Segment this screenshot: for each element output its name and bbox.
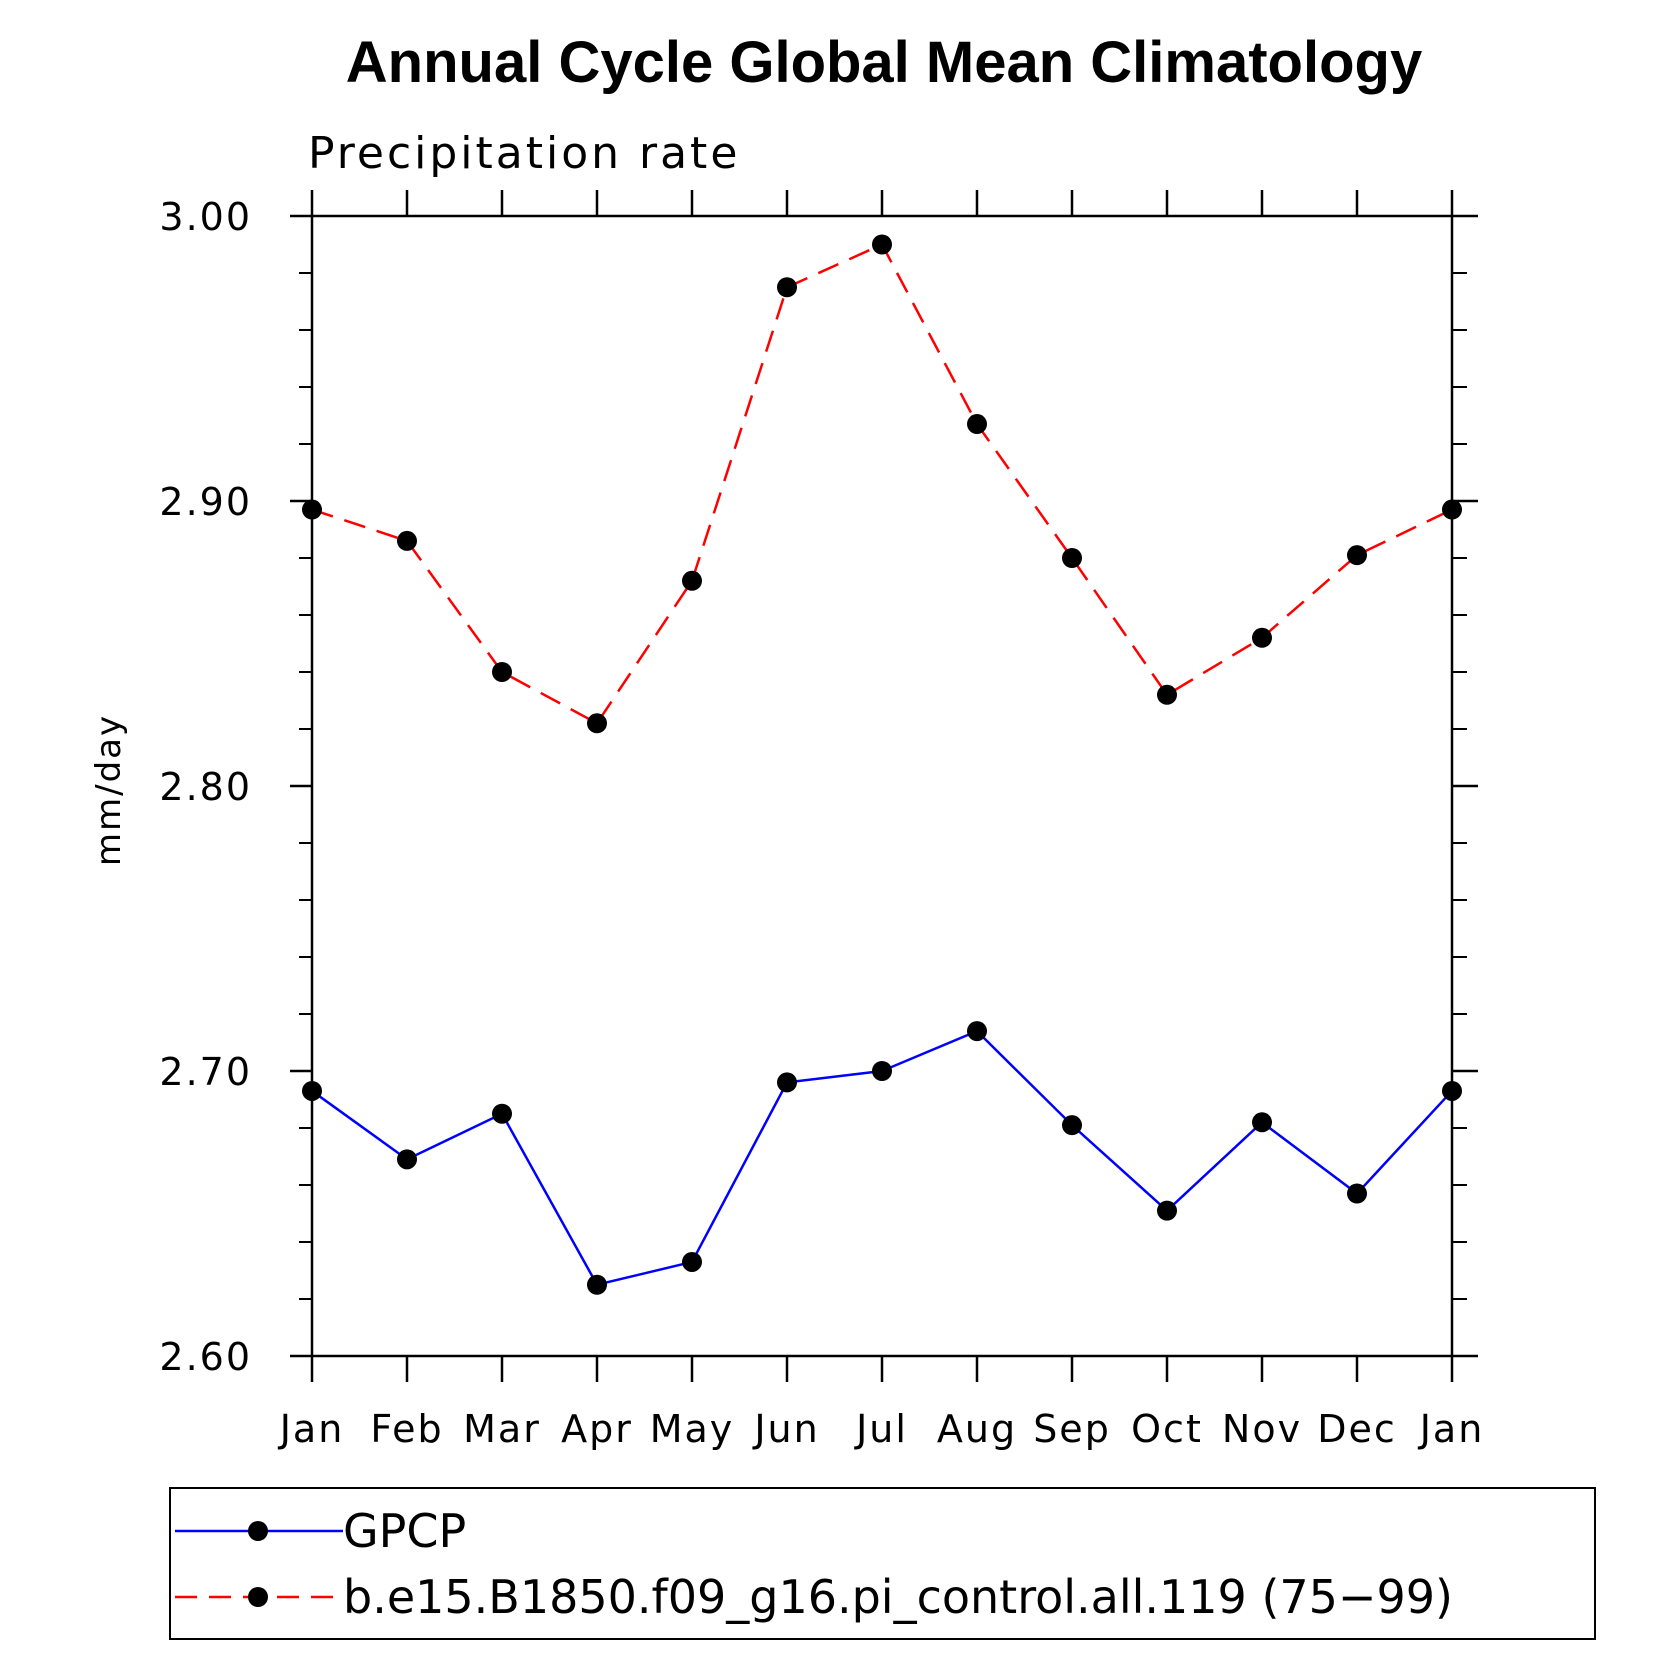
x-tick-label: Jul [854, 1407, 908, 1451]
x-tick-label: May [650, 1407, 735, 1451]
y-tick-label: 2.60 [159, 1335, 252, 1379]
chart-title: Annual Cycle Global Mean Climatology [346, 30, 1422, 95]
series-0-point [492, 1103, 512, 1124]
legend-marker-model [248, 1587, 268, 1607]
series-0-point [682, 1251, 702, 1272]
plot-frame [310, 214, 1454, 1358]
chart-subtitle: Precipitation rate [308, 128, 740, 179]
series-0-point [1252, 1112, 1272, 1133]
legend-label-gpcp: GPCP [343, 1504, 466, 1558]
series-1-point [872, 234, 892, 255]
x-tick-label: Oct [1131, 1407, 1203, 1451]
x-tick-label: Jan [1418, 1407, 1485, 1451]
series-1-point [397, 530, 417, 551]
series-0-point [1062, 1115, 1082, 1136]
y-tick-label: 3.00 [159, 195, 252, 239]
series-0-point [1157, 1200, 1177, 1221]
series-1-point [302, 499, 322, 520]
x-tick-label: Sep [1033, 1407, 1111, 1451]
series-0-point [397, 1149, 417, 1170]
series-1-point [1347, 545, 1367, 566]
legend-box [169, 1487, 1596, 1640]
series-1-point [1157, 684, 1177, 705]
x-tick-label: Apr [561, 1407, 633, 1451]
series-0-point [872, 1061, 892, 1081]
series-1-point [1442, 499, 1462, 520]
legend-marker-gpcp [248, 1521, 268, 1541]
legend: GPCP b.e15.B1850.f09_g16.pi_control.all.… [169, 1487, 1596, 1640]
series-0-point [1442, 1080, 1462, 1101]
series-0-point [967, 1021, 987, 1042]
y-tick-label: 2.70 [159, 1050, 252, 1094]
y-tick-labels: 2.60 2.70 2.80 2.90 3.00 [159, 195, 252, 1379]
legend-label-model: b.e15.B1850.f09_g16.pi_control.all.119 (… [343, 1570, 1453, 1624]
x-tick-label: Feb [370, 1407, 443, 1451]
series-1-point [777, 277, 797, 298]
series-0-point [777, 1072, 797, 1093]
series-1-point [1062, 548, 1082, 568]
series-1-point [1252, 627, 1272, 648]
y-axis-label: mm/day [89, 714, 129, 866]
axis-ticks [290, 190, 1478, 1382]
y-tick-label: 2.90 [159, 480, 252, 524]
x-tick-label: Jan [278, 1407, 345, 1451]
x-tick-label: Mar [463, 1407, 541, 1451]
x-tick-label: Nov [1222, 1407, 1302, 1451]
x-tick-label: Jun [752, 1407, 819, 1451]
series-0-point [587, 1274, 607, 1295]
series-line-1 [311, 242, 1453, 725]
series-1-point [492, 662, 512, 682]
series-0-point [1347, 1183, 1367, 1204]
x-tick-labels: Jan Feb Mar Apr May Jun Jul Aug Sep Oct Nov Dec Jan [278, 1407, 1485, 1451]
y-tick-label: 2.80 [159, 765, 252, 809]
series-1-point [682, 570, 702, 591]
series-0-point [302, 1080, 322, 1101]
series-layer [302, 234, 1462, 1295]
x-tick-label: Aug [937, 1407, 1017, 1451]
series-1-point [587, 713, 607, 734]
x-tick-label: Dec [1317, 1407, 1397, 1451]
series-1-point [967, 414, 987, 435]
